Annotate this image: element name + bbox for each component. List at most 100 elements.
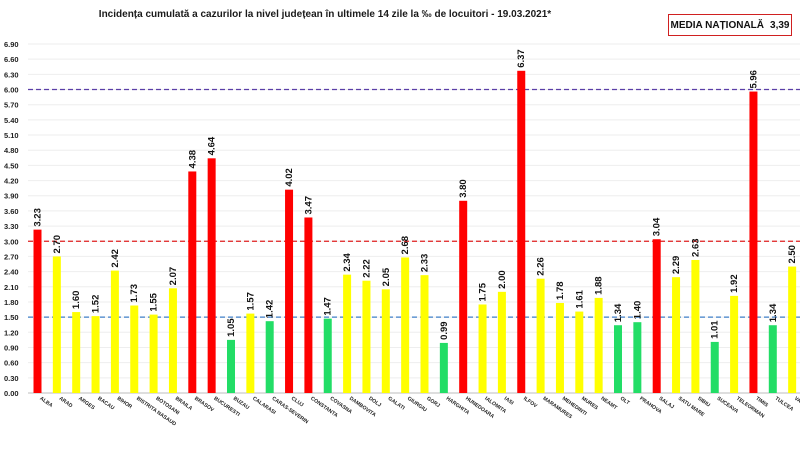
national-average-value: 3,39 <box>770 19 790 31</box>
bar <box>72 312 81 393</box>
bar <box>168 288 177 393</box>
data-label: 1.92 <box>729 274 740 293</box>
bar <box>381 289 390 393</box>
y-tick-label: 5.40 <box>4 116 19 125</box>
data-label: 4.38 <box>187 150 198 169</box>
bar <box>614 325 622 393</box>
y-tick-label: 0.90 <box>4 343 19 352</box>
data-label: 1.57 <box>245 292 256 311</box>
bar <box>536 278 545 393</box>
data-label: 1.52 <box>91 295 102 314</box>
bar <box>33 229 42 393</box>
y-tick-label: 4.80 <box>4 146 19 155</box>
y-tick-label: 3.60 <box>4 207 19 216</box>
data-label: 2.26 <box>536 257 547 276</box>
grid-layer <box>28 43 800 394</box>
bar <box>652 239 661 393</box>
data-label: 1.60 <box>71 291 82 310</box>
bar <box>594 297 603 393</box>
x-tick-label: NEAMT <box>600 396 619 412</box>
data-label: 2.70 <box>52 235 63 254</box>
data-labels: 3.23 2.70 1.60 1.52 2.42 1.73 1.55 2.07 4.38 4.64… <box>33 49 799 340</box>
x-tick-label: CLUJ <box>290 396 305 409</box>
bar <box>188 171 197 393</box>
bar <box>691 259 700 393</box>
data-label: 2.29 <box>671 256 682 275</box>
bar <box>246 313 255 393</box>
y-tick-label: 0.60 <box>4 359 19 368</box>
bar <box>768 325 777 393</box>
y-tick-label: 6.90 <box>4 40 19 49</box>
data-label: 1.42 <box>265 300 276 319</box>
y-tick-label: 2.40 <box>4 268 19 277</box>
x-tick-label: GIURGIU <box>406 396 428 414</box>
national-average-label: MEDIA NAȚIONALĂ <box>670 19 765 31</box>
bar <box>265 321 274 393</box>
bar <box>91 316 100 393</box>
bar <box>672 277 681 393</box>
data-label: 1.40 <box>632 301 643 320</box>
y-tick-label: 5.10 <box>4 131 19 140</box>
x-axis-ticks: ALBA ARAD ARGES BACAU BIHOR BISTRITA NASAUDBO… <box>38 396 800 428</box>
chart-title: Incidența cumulată a cazurilor la nivel … <box>98 9 552 20</box>
bar <box>207 158 216 393</box>
data-label: 0.99 <box>439 321 450 340</box>
bar <box>110 270 119 393</box>
bar <box>362 280 371 393</box>
data-label: 2.68 <box>400 236 411 255</box>
y-tick-label: 2.10 <box>4 283 19 292</box>
bar <box>788 266 797 393</box>
data-label: 1.47 <box>323 297 334 316</box>
bar <box>130 305 139 393</box>
data-label: 1.78 <box>555 281 566 300</box>
x-tick-label: BRASOV <box>193 396 215 414</box>
national-average-box: MEDIA NAȚIONALĂ 3,39 <box>668 14 792 36</box>
y-tick-label: 3.90 <box>4 192 19 201</box>
data-label: 2.07 <box>168 267 179 286</box>
y-tick-label: 0.30 <box>4 374 19 383</box>
y-tick-label: 0.00 <box>4 389 19 398</box>
data-label: 3.47 <box>303 196 314 215</box>
y-tick-label: 3.30 <box>4 222 19 231</box>
data-label: 1.88 <box>594 276 605 295</box>
y-tick-label: 6.30 <box>4 70 19 79</box>
data-label: 4.02 <box>284 168 295 187</box>
bars <box>33 70 797 394</box>
bar <box>497 291 506 393</box>
data-label: 1.34 <box>768 303 779 322</box>
data-label: 3.04 <box>652 217 663 236</box>
bar <box>343 274 352 393</box>
bar <box>439 342 448 393</box>
threshold-lines <box>28 88 800 318</box>
x-tick-label: ILFOV <box>522 396 538 410</box>
bar <box>227 339 235 393</box>
bar <box>149 314 158 393</box>
y-axis-ticks: 0.00 0.30 0.60 0.90 1.20 1.50 1.80 2.10 2.40 2.70… <box>4 40 19 398</box>
data-label: 1.55 <box>149 292 160 311</box>
data-label: 2.63 <box>690 238 701 257</box>
bar <box>420 275 429 393</box>
bar <box>575 311 584 393</box>
data-label: 2.50 <box>787 245 798 264</box>
data-label: 2.00 <box>497 270 508 289</box>
x-tick-label: VALCEA <box>793 396 800 413</box>
data-label: 2.05 <box>381 267 392 286</box>
y-tick-label: 2.70 <box>4 252 19 261</box>
bar <box>749 91 758 394</box>
x-tick-label: GORJ <box>425 396 441 409</box>
x-tick-label: ARGES <box>77 396 96 412</box>
bar <box>710 341 719 393</box>
data-label: 1.75 <box>478 282 489 301</box>
x-tick-label: ARAD <box>58 396 74 410</box>
y-tick-label: 5.70 <box>4 101 19 110</box>
y-tick-label: 3.00 <box>4 237 19 246</box>
bar <box>730 295 739 393</box>
bar <box>401 257 410 393</box>
x-tick-label: ALBA <box>38 396 53 409</box>
data-label: 3.80 <box>458 179 469 198</box>
bar <box>459 200 468 393</box>
bar <box>633 322 642 393</box>
data-label: 5.96 <box>748 70 759 89</box>
data-label: 6.37 <box>516 49 527 68</box>
